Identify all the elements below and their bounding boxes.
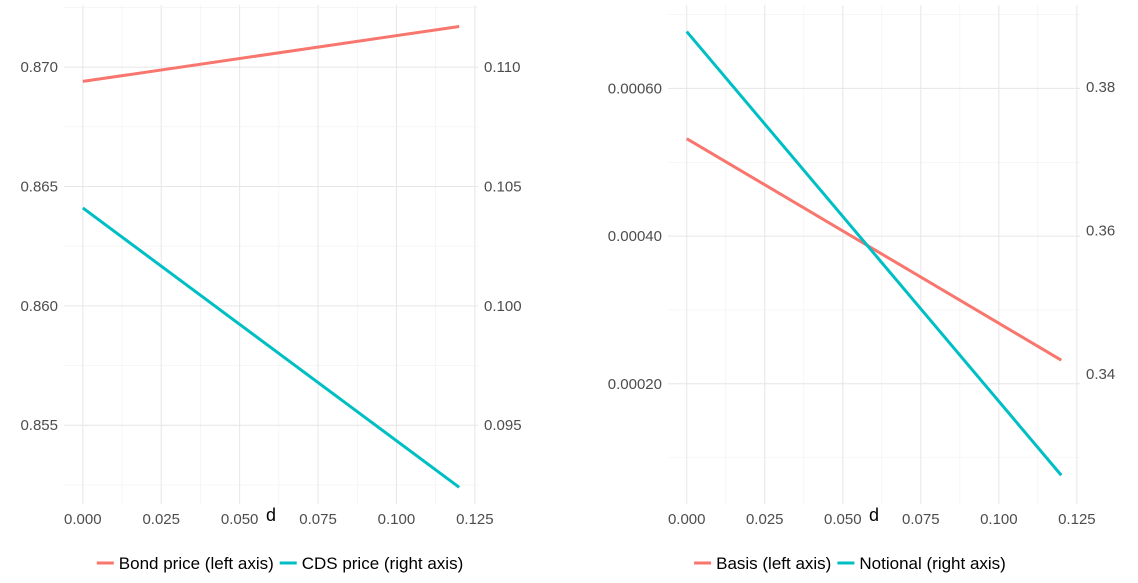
series-line-right [685, 30, 1063, 477]
y-left-tick-label: 0.865 [20, 178, 58, 195]
y-left-tick-label: 0.860 [20, 298, 58, 315]
y-right-tick-label: 0.38 [1086, 79, 1115, 96]
y-left-tick-label: 0.870 [20, 59, 58, 76]
legend-label: CDS price (right axis) [302, 554, 464, 573]
y-right-tick-label: 0.095 [484, 417, 522, 434]
chart-panel-2: 0.00020 0.00040 0.00060 0.34 0.36 0.38 0.000 0.… [608, 5, 1115, 573]
x-tick-label: 0.125 [1058, 511, 1096, 528]
x-tick-label: 0.025 [142, 511, 180, 528]
y-left-tick-label: 0.00060 [608, 80, 662, 97]
x-tick-label: 0.100 [980, 511, 1018, 528]
y-left-tick-label: 0.00040 [608, 228, 662, 245]
legend-item: Basis (left axis) [694, 554, 831, 573]
x-tick-label: 0.125 [456, 511, 494, 528]
y-right-tick-label: 0.110 [484, 59, 520, 76]
y-right-tick-label: 0.105 [484, 178, 522, 195]
x-tick-label: 0.025 [746, 511, 784, 528]
x-tick-label: 0.050 [824, 511, 862, 528]
y-left-tick-label: 0.00020 [608, 376, 662, 393]
x-tick-label: 0.000 [64, 511, 102, 528]
y-right-tick-label: 0.100 [484, 298, 522, 315]
legend: Bond price (left axis) CDS price (right a… [96, 554, 464, 573]
x-tick-label: 0.000 [668, 511, 706, 528]
y-left-tick-label: 0.855 [20, 417, 58, 434]
legend-label: Bond price (left axis) [119, 554, 274, 573]
legend-label: Basis (left axis) [716, 554, 831, 573]
legend-label: Notional (right axis) [859, 554, 1005, 573]
series-line-left [685, 137, 1063, 362]
gridlines [64, 5, 478, 504]
legend: Basis (left axis) Notional (right axis) [694, 554, 1006, 573]
legend-item: Notional (right axis) [837, 554, 1006, 573]
x-tick-label: 0.100 [378, 511, 416, 528]
y-right-tick-label: 0.34 [1086, 366, 1115, 383]
x-tick-label: 0.050 [221, 511, 259, 528]
series-line-left [82, 25, 460, 83]
chart-panel-1: 0.855 0.860 0.865 0.870 0.095 0.100 0.105 0.110… [20, 5, 522, 573]
x-tick-label: 0.075 [299, 511, 337, 528]
x-axis-title: d [869, 505, 879, 525]
series-line-right [81, 206, 461, 489]
legend-item: CDS price (right axis) [279, 554, 464, 573]
x-tick-label: 0.075 [902, 511, 940, 528]
y-right-tick-label: 0.36 [1086, 222, 1115, 239]
legend-item: Bond price (left axis) [96, 554, 274, 573]
x-axis-title: d [266, 505, 276, 525]
